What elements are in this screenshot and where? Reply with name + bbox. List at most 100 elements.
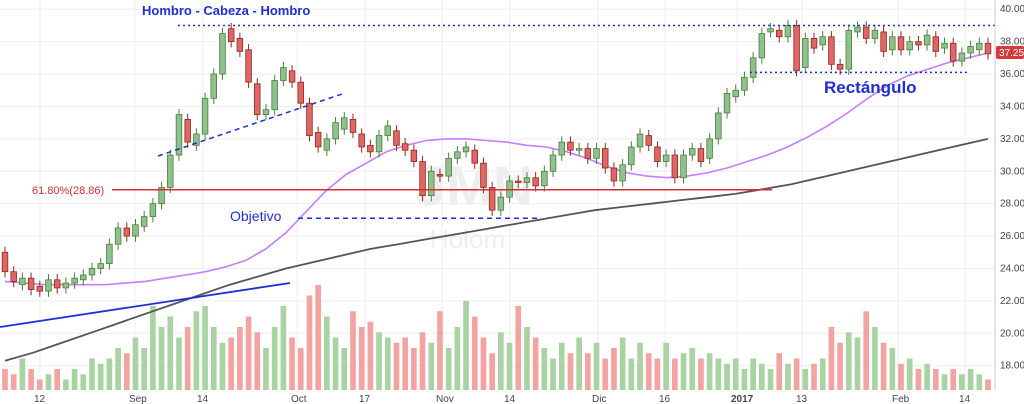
candle-body [706, 138, 713, 159]
volume-bar [158, 327, 165, 390]
volume-bar [941, 374, 948, 390]
volume-bar [724, 363, 730, 390]
volume-bar [585, 353, 591, 390]
candle-body [158, 187, 165, 205]
candle-body [845, 29, 853, 70]
x-tick-label: 14 [504, 394, 516, 404]
candle-body [219, 33, 226, 75]
y-tick-label: 24.00 [1000, 263, 1024, 274]
volume-bar [506, 342, 513, 390]
volume-bar [471, 316, 478, 390]
volume-bar [785, 363, 791, 390]
y-tick-label: 20.00 [1000, 328, 1024, 339]
volume-bar [698, 358, 704, 390]
volume-bar [367, 321, 374, 390]
candle-body [610, 167, 618, 182]
candle-body [836, 63, 844, 70]
candle-body [575, 148, 583, 151]
candle-body [636, 133, 644, 148]
volume-bar [854, 337, 861, 390]
candle-body [462, 146, 470, 153]
volume-bar [558, 342, 565, 390]
candle-body [749, 57, 757, 78]
volume-bar [210, 327, 217, 390]
volume-bar [237, 327, 243, 390]
annotation-fib-level: 61.80%(28.86) [32, 185, 104, 197]
candle-body [689, 148, 696, 156]
y-tick-label: 22.00 [1000, 296, 1024, 307]
candle-body [680, 154, 687, 179]
annotation-rectangle: Rectángulo [824, 78, 917, 97]
candle-body [645, 135, 652, 146]
candle-body [349, 119, 357, 133]
x-tick-label: 2017 [731, 394, 754, 404]
candle-body [114, 227, 122, 245]
candle-body [802, 38, 809, 68]
candle-body [697, 148, 705, 162]
volume-bar [550, 358, 556, 390]
volume-bar [350, 311, 356, 390]
volume-bars [2, 285, 991, 390]
candle-body [784, 25, 792, 38]
candle-body [1, 251, 9, 273]
volume-bar [167, 316, 174, 390]
candle-body [36, 285, 44, 292]
volume-bar [767, 369, 774, 390]
candle-body [314, 131, 322, 148]
x-tick-label: 12 [34, 394, 46, 404]
watermark-text: JMN [415, 154, 533, 217]
candle-body [384, 125, 391, 137]
volume-bar [393, 342, 400, 390]
candle-body [880, 31, 887, 52]
candle-body [428, 170, 435, 196]
candle-body [401, 143, 409, 151]
volume-bar [280, 306, 287, 390]
volume-bar [193, 311, 200, 390]
volume-bar [950, 369, 957, 390]
volume-bar [341, 348, 348, 390]
volume-bar [428, 342, 435, 390]
candle-body [984, 42, 992, 55]
volume-bar [306, 295, 313, 390]
volume-bar [628, 358, 635, 390]
y-tick-label: 34.00 [1000, 101, 1024, 112]
volume-bar [567, 353, 574, 390]
candle-body [71, 277, 78, 284]
candle-body [654, 146, 661, 162]
volume-bar [602, 358, 609, 390]
volume-bar [315, 285, 321, 390]
x-tick-label: Nov [436, 394, 454, 404]
volume-bar [776, 353, 783, 390]
volume-bar [932, 369, 939, 390]
y-tick-label: 26.00 [1000, 231, 1024, 242]
y-tick-label: 18.00 [1000, 361, 1024, 372]
x-tick-label: 14 [197, 394, 209, 404]
candle-body [715, 112, 722, 140]
candle-body [410, 149, 418, 162]
candle-body [236, 38, 244, 52]
candle-body [454, 151, 461, 159]
y-tick-label: 36.00 [1000, 69, 1024, 80]
candle-body [941, 42, 948, 49]
candle-body [923, 34, 931, 46]
candle-body [541, 170, 548, 187]
candle-body [27, 277, 35, 290]
volume-bar [532, 337, 539, 390]
candle-body [793, 25, 800, 72]
candle-body [619, 164, 626, 182]
x-tick-label: 14 [959, 394, 971, 404]
candle-body [523, 177, 531, 184]
annotation-drawings [0, 24, 995, 328]
volume-bar [454, 327, 461, 390]
volume-bar [541, 348, 548, 390]
candle-body [436, 174, 444, 177]
candle-body [227, 28, 235, 43]
candle-body [741, 76, 748, 91]
volume-bar [28, 369, 34, 390]
candle-body [358, 133, 365, 148]
volume-bar [10, 374, 17, 390]
volume-bar [802, 369, 809, 390]
candle-body [758, 33, 766, 59]
candle-body [271, 80, 278, 111]
volume-bar [793, 358, 800, 390]
